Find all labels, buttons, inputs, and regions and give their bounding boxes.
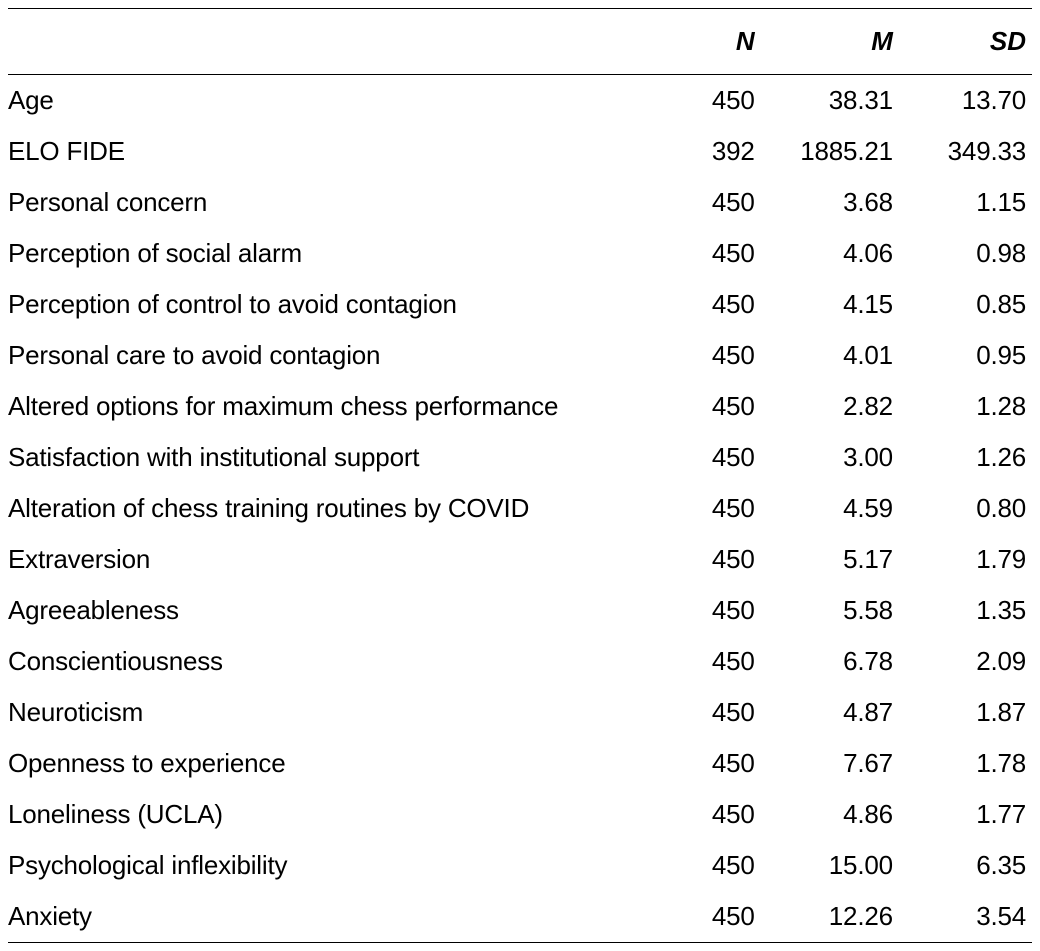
row-n: 450: [648, 483, 761, 534]
table-row: Anxiety45012.263.54: [8, 891, 1032, 943]
row-sd: 3.54: [899, 891, 1032, 943]
table-row: Psychological inflexibility45015.006.35: [8, 840, 1032, 891]
row-m: 15.00: [761, 840, 899, 891]
row-m: 3.68: [761, 177, 899, 228]
table-row: Openness to experience4507.671.78: [8, 738, 1032, 789]
table-row: Perception of social alarm4504.060.98: [8, 228, 1032, 279]
header-sd: SD: [899, 9, 1032, 75]
row-n: 450: [648, 432, 761, 483]
table-row: Age45038.3113.70: [8, 75, 1032, 127]
table-row: Agreeableness4505.581.35: [8, 585, 1032, 636]
row-n: 450: [648, 534, 761, 585]
row-m: 2.82: [761, 381, 899, 432]
row-label: Perception of control to avoid contagion: [8, 279, 648, 330]
row-n: 450: [648, 330, 761, 381]
row-n: 450: [648, 738, 761, 789]
row-m: 12.26: [761, 891, 899, 943]
row-sd: 1.77: [899, 789, 1032, 840]
row-m: 6.78: [761, 636, 899, 687]
row-sd: 0.85: [899, 279, 1032, 330]
row-sd: 1.78: [899, 738, 1032, 789]
row-sd: 349.33: [899, 126, 1032, 177]
row-sd: 1.26: [899, 432, 1032, 483]
table-row: Perception of control to avoid contagion…: [8, 279, 1032, 330]
row-m: 7.67: [761, 738, 899, 789]
row-sd: 1.79: [899, 534, 1032, 585]
row-m: 4.59: [761, 483, 899, 534]
row-n: 450: [648, 840, 761, 891]
row-sd: 6.35: [899, 840, 1032, 891]
row-label: Psychological inflexibility: [8, 840, 648, 891]
row-m: 5.17: [761, 534, 899, 585]
row-m: 4.87: [761, 687, 899, 738]
table-header-row: N M SD: [8, 9, 1032, 75]
row-m: 4.15: [761, 279, 899, 330]
row-label: Personal concern: [8, 177, 648, 228]
row-m: 4.06: [761, 228, 899, 279]
row-m: 3.00: [761, 432, 899, 483]
table-row: Personal care to avoid contagion4504.010…: [8, 330, 1032, 381]
row-sd: 2.09: [899, 636, 1032, 687]
row-label: Openness to experience: [8, 738, 648, 789]
row-label: Conscientiousness: [8, 636, 648, 687]
row-label: Loneliness (UCLA): [8, 789, 648, 840]
header-label: [8, 9, 648, 75]
table-row: Satisfaction with institutional support4…: [8, 432, 1032, 483]
table-row: Alteration of chess training routines by…: [8, 483, 1032, 534]
row-label: ELO FIDE: [8, 126, 648, 177]
row-n: 450: [648, 585, 761, 636]
row-sd: 0.80: [899, 483, 1032, 534]
row-label: Agreeableness: [8, 585, 648, 636]
row-n: 450: [648, 891, 761, 943]
row-n: 450: [648, 636, 761, 687]
row-m: 38.31: [761, 75, 899, 127]
row-n: 450: [648, 228, 761, 279]
row-m: 5.58: [761, 585, 899, 636]
row-n: 450: [648, 279, 761, 330]
row-sd: 1.35: [899, 585, 1032, 636]
header-m: M: [761, 9, 899, 75]
table-body: Age45038.3113.70ELO FIDE3921885.21349.33…: [8, 75, 1032, 943]
row-sd: 1.15: [899, 177, 1032, 228]
stats-table: N M SD Age45038.3113.70ELO FIDE3921885.2…: [8, 8, 1032, 943]
table-row: Neuroticism4504.871.87: [8, 687, 1032, 738]
row-label: Alteration of chess training routines by…: [8, 483, 648, 534]
table-row: ELO FIDE3921885.21349.33: [8, 126, 1032, 177]
row-n: 450: [648, 789, 761, 840]
row-label: Altered options for maximum chess perfor…: [8, 381, 648, 432]
table-row: Extraversion4505.171.79: [8, 534, 1032, 585]
row-n: 450: [648, 75, 761, 127]
row-sd: 1.87: [899, 687, 1032, 738]
row-label: Perception of social alarm: [8, 228, 648, 279]
row-sd: 13.70: [899, 75, 1032, 127]
row-n: 392: [648, 126, 761, 177]
row-sd: 1.28: [899, 381, 1032, 432]
row-m: 1885.21: [761, 126, 899, 177]
row-sd: 0.98: [899, 228, 1032, 279]
row-n: 450: [648, 381, 761, 432]
row-label: Anxiety: [8, 891, 648, 943]
row-m: 4.01: [761, 330, 899, 381]
row-n: 450: [648, 687, 761, 738]
table-row: Altered options for maximum chess perfor…: [8, 381, 1032, 432]
table-row: Conscientiousness4506.782.09: [8, 636, 1032, 687]
row-n: 450: [648, 177, 761, 228]
header-n: N: [648, 9, 761, 75]
table-row: Personal concern4503.681.15: [8, 177, 1032, 228]
row-sd: 0.95: [899, 330, 1032, 381]
row-label: Neuroticism: [8, 687, 648, 738]
row-label: Personal care to avoid contagion: [8, 330, 648, 381]
row-m: 4.86: [761, 789, 899, 840]
table-row: Loneliness (UCLA)4504.861.77: [8, 789, 1032, 840]
row-label: Extraversion: [8, 534, 648, 585]
row-label: Age: [8, 75, 648, 127]
row-label: Satisfaction with institutional support: [8, 432, 648, 483]
